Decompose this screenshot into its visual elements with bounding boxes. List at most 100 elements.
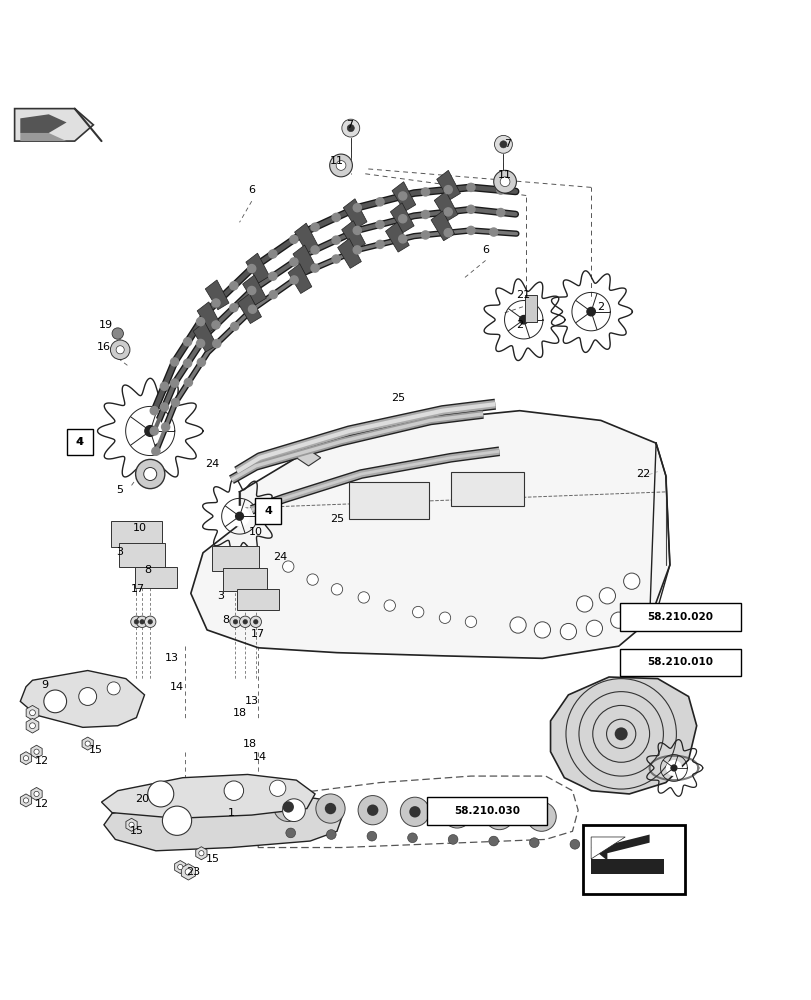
FancyBboxPatch shape (582, 825, 684, 894)
Circle shape (129, 822, 134, 827)
Text: 15: 15 (88, 745, 103, 755)
FancyBboxPatch shape (0, 94, 811, 906)
Circle shape (516, 313, 530, 327)
Circle shape (535, 811, 547, 822)
Circle shape (178, 864, 182, 870)
Circle shape (347, 125, 354, 132)
Circle shape (282, 801, 294, 813)
Circle shape (367, 804, 378, 816)
Circle shape (311, 223, 319, 231)
Polygon shape (20, 114, 67, 133)
Text: 18: 18 (242, 739, 257, 749)
FancyBboxPatch shape (223, 568, 267, 591)
Circle shape (398, 192, 406, 200)
Circle shape (183, 338, 191, 346)
Circle shape (488, 836, 498, 846)
Circle shape (326, 830, 336, 839)
Circle shape (466, 205, 474, 213)
Text: 5: 5 (117, 485, 123, 495)
Circle shape (230, 282, 238, 290)
Text: 12: 12 (35, 756, 49, 766)
Circle shape (353, 226, 361, 234)
Circle shape (311, 246, 319, 254)
Circle shape (444, 229, 452, 237)
Text: 58.210.020: 58.210.020 (646, 612, 713, 622)
Polygon shape (392, 182, 415, 211)
Text: 4: 4 (76, 437, 83, 447)
Circle shape (421, 210, 429, 219)
Text: 18: 18 (232, 708, 247, 718)
Circle shape (24, 798, 28, 803)
Circle shape (670, 765, 676, 771)
Circle shape (135, 459, 165, 489)
FancyBboxPatch shape (525, 295, 536, 322)
Circle shape (466, 183, 474, 191)
Circle shape (34, 749, 39, 754)
Polygon shape (242, 275, 266, 305)
Polygon shape (20, 752, 32, 765)
Circle shape (233, 510, 246, 523)
FancyBboxPatch shape (135, 567, 177, 588)
Circle shape (513, 309, 534, 330)
Polygon shape (193, 322, 217, 352)
Polygon shape (26, 718, 39, 733)
Circle shape (586, 307, 594, 316)
Circle shape (331, 584, 342, 595)
Circle shape (285, 828, 295, 838)
Circle shape (196, 318, 204, 326)
Polygon shape (197, 302, 221, 332)
Circle shape (599, 588, 615, 604)
Circle shape (170, 358, 178, 366)
Polygon shape (436, 170, 460, 200)
Circle shape (224, 781, 243, 800)
Circle shape (290, 235, 298, 243)
Polygon shape (293, 245, 316, 275)
Circle shape (583, 305, 598, 319)
Circle shape (398, 235, 406, 243)
Circle shape (560, 623, 576, 640)
Text: 3: 3 (117, 547, 123, 557)
Circle shape (34, 791, 39, 797)
Text: 21: 21 (515, 290, 530, 300)
Circle shape (282, 561, 294, 572)
Polygon shape (174, 861, 186, 874)
Text: 17: 17 (131, 584, 145, 594)
Text: 8: 8 (144, 565, 151, 575)
Circle shape (332, 255, 340, 263)
Polygon shape (15, 109, 93, 141)
Circle shape (465, 616, 476, 627)
Circle shape (466, 226, 474, 234)
Circle shape (610, 612, 626, 628)
Circle shape (586, 620, 602, 636)
Text: 2: 2 (516, 320, 522, 330)
Text: 25: 25 (329, 514, 344, 524)
Circle shape (152, 447, 160, 455)
Circle shape (421, 188, 429, 196)
Circle shape (248, 305, 256, 313)
Polygon shape (181, 864, 195, 880)
Text: 11: 11 (329, 156, 344, 166)
Circle shape (150, 427, 158, 435)
Circle shape (230, 506, 249, 526)
Circle shape (197, 358, 205, 366)
Circle shape (509, 617, 526, 633)
Polygon shape (238, 294, 261, 324)
Circle shape (141, 422, 159, 440)
Polygon shape (191, 411, 669, 658)
FancyBboxPatch shape (237, 589, 279, 610)
Polygon shape (20, 671, 144, 727)
Circle shape (112, 328, 123, 339)
Circle shape (230, 304, 238, 312)
Circle shape (444, 186, 452, 194)
Circle shape (442, 799, 471, 828)
Text: 14: 14 (169, 682, 184, 692)
Polygon shape (20, 133, 67, 141)
Circle shape (144, 468, 157, 481)
Circle shape (161, 403, 169, 411)
Circle shape (496, 186, 504, 194)
Circle shape (107, 682, 120, 695)
Circle shape (268, 250, 277, 258)
Circle shape (170, 379, 178, 387)
Circle shape (44, 690, 67, 713)
Circle shape (183, 359, 191, 367)
